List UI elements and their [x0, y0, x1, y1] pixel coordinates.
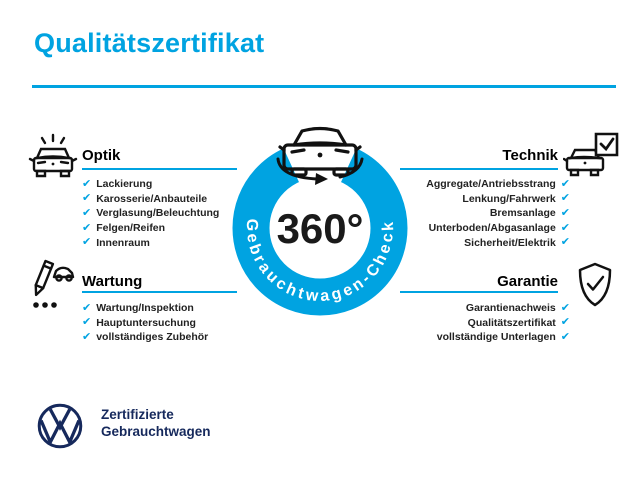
checklist-item-label: Bremsanlage [489, 207, 556, 220]
section-divider-technik [400, 168, 558, 170]
title-divider [32, 85, 616, 88]
garantie-checklist: Garantienachweis ✔ Qualitätszertifikat ✔ vol… [437, 301, 570, 345]
section-title-technik: Technik [502, 147, 558, 164]
check-icon: ✔ [82, 316, 92, 329]
check-icon: ✔ [82, 177, 92, 190]
360-check-badge: Gebrauchtwagen-Check 360° [232, 110, 408, 316]
checklist-item-label: Qualitätszertifikat [467, 316, 556, 329]
checklist-item: ✔ vollständiges Zubehör [82, 330, 208, 345]
checklist-item-label: Wartung/Inspektion [96, 302, 194, 315]
brand-line-1: Zertifizierte [101, 407, 174, 422]
section-divider-wartung [82, 291, 237, 293]
check-icon: ✔ [560, 236, 570, 249]
sparkling-car-icon [28, 131, 78, 183]
wartung-checklist: ✔ Wartung/Inspektion ✔ Hauptuntersuchung ✔ vo… [82, 301, 208, 345]
checklist-item: Unterboden/Abgasanlage ✔ [426, 221, 570, 236]
degree-label: 360° [277, 205, 364, 252]
technik-checklist: Aggregate/Antriebsstrang ✔ Lenkung/Fahrwer… [426, 177, 570, 250]
brand-claim: Zertifizierte Gebrauchtwagen [101, 406, 211, 440]
checklist-item: ✔ Wartung/Inspektion [82, 301, 208, 316]
check-icon: ✔ [560, 177, 570, 190]
checklist-item-label: Innenraum [96, 236, 150, 249]
checklist-item-label: Hauptuntersuchung [96, 316, 196, 329]
page-title: Qualitätszertifikat [34, 28, 265, 58]
checklist-item: ✔ Innenraum [82, 235, 219, 250]
checklist-item: ✔ Verglasung/Beleuchtung [82, 206, 219, 221]
checklist-item: ✔ Hauptuntersuchung [82, 316, 208, 331]
check-icon: ✔ [82, 221, 92, 234]
vw-roundel-logo [36, 402, 84, 450]
checklist-item: ✔ Lackierung [82, 177, 219, 192]
checklist-item: ✔ Felgen/Reifen [82, 221, 219, 236]
checklist-item-label: Sicherheit/Elektrik [464, 236, 556, 249]
checklist-item: Lenkung/Fahrwerk ✔ [426, 192, 570, 207]
check-icon: ✔ [560, 301, 570, 314]
checklist-item-label: vollständiges Zubehör [96, 331, 209, 344]
check-icon: ✔ [560, 221, 570, 234]
checklist-item-label: Unterboden/Abgasanlage [428, 222, 556, 235]
section-divider-optik [82, 168, 237, 170]
service-checklist-icon [33, 257, 76, 308]
checklist-item: Sicherheit/Elektrik ✔ [426, 235, 570, 250]
checklist-item: Bremsanlage ✔ [426, 206, 570, 221]
check-icon: ✔ [82, 330, 92, 343]
check-icon: ✔ [82, 236, 92, 249]
check-icon: ✔ [560, 316, 570, 329]
section-title-garantie: Garantie [497, 273, 558, 290]
check-icon: ✔ [82, 301, 92, 314]
checklist-item-label: Lackierung [96, 178, 153, 191]
checklist-item-label: Karosserie/Anbauteile [96, 192, 208, 205]
rotating-car-icon [276, 126, 364, 185]
car-checkbox-icon [563, 130, 621, 182]
checklist-item: Qualitätszertifikat ✔ [437, 316, 570, 331]
checklist-item: ✔ Karosserie/Anbauteile [82, 192, 219, 207]
section-divider-garantie [400, 291, 558, 293]
optik-checklist: ✔ Lackierung ✔ Karosserie/Anbauteile ✔ Vergla… [82, 177, 219, 250]
check-icon: ✔ [560, 192, 570, 205]
checklist-item-label: Verglasung/Beleuchtung [96, 207, 220, 220]
shield-check-icon [575, 261, 615, 309]
check-icon: ✔ [560, 330, 570, 343]
check-icon: ✔ [560, 206, 570, 219]
section-title-wartung: Wartung [82, 273, 143, 290]
checklist-item: Aggregate/Antriebsstrang ✔ [426, 177, 570, 192]
brand-line-2: Gebrauchtwagen [101, 424, 211, 439]
checklist-item-label: vollständige Unterlagen [436, 331, 556, 344]
checklist-item-label: Felgen/Reifen [96, 222, 166, 235]
checklist-item-label: Aggregate/Antriebsstrang [426, 178, 556, 191]
checklist-item-label: Garantienachweis [465, 302, 556, 315]
check-icon: ✔ [82, 206, 92, 219]
checklist-item-label: Lenkung/Fahrwerk [462, 192, 556, 205]
checklist-item: vollständige Unterlagen ✔ [437, 330, 570, 345]
check-icon: ✔ [82, 192, 92, 205]
section-title-optik: Optik [82, 147, 121, 164]
checklist-item: Garantienachweis ✔ [437, 301, 570, 316]
